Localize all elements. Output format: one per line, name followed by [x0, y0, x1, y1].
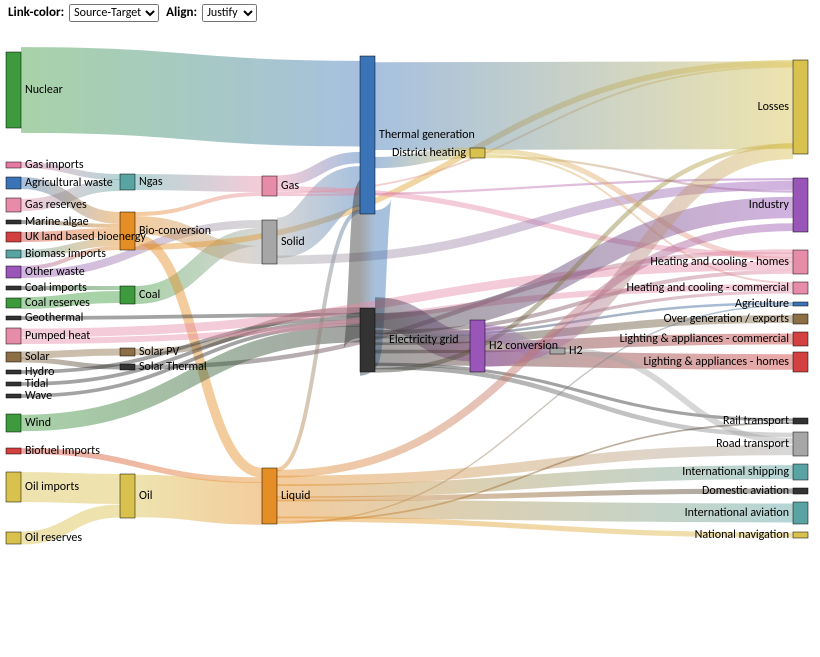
- sankey-node[interactable]: [793, 60, 808, 154]
- sankey-link[interactable]: [21, 165, 120, 177]
- sankey-link[interactable]: [21, 487, 120, 489]
- sankey-node[interactable]: [793, 332, 808, 346]
- sankey-node[interactable]: [793, 178, 808, 232]
- sankey-node[interactable]: [6, 370, 21, 374]
- sankey-node[interactable]: [120, 348, 135, 356]
- sankey-link[interactable]: [135, 182, 262, 184]
- sankey-node[interactable]: [470, 148, 485, 158]
- sankey-node[interactable]: [262, 220, 277, 264]
- sankey-node[interactable]: [6, 232, 21, 242]
- sankey-node[interactable]: [6, 298, 21, 308]
- sankey-node[interactable]: [6, 328, 21, 344]
- sankey-node[interactable]: [120, 474, 135, 518]
- sankey-node[interactable]: [793, 282, 808, 294]
- sankey-node[interactable]: [262, 468, 277, 524]
- sankey-node[interactable]: [793, 532, 808, 538]
- sankey-link[interactable]: [21, 90, 360, 104]
- align-label: Align:: [166, 5, 197, 20]
- sankey-node[interactable]: [120, 174, 135, 190]
- sankey-link[interactable]: [21, 352, 120, 355]
- sankey-node[interactable]: [6, 414, 21, 432]
- sankey-node[interactable]: [120, 364, 135, 370]
- sankey-chart: NuclearGas importsAgricultural wasteGas …: [0, 24, 820, 654]
- sankey-node[interactable]: [120, 286, 135, 304]
- sankey-node[interactable]: [550, 348, 565, 354]
- sankey-node[interactable]: [793, 418, 808, 424]
- sankey-link[interactable]: [21, 297, 120, 303]
- sankey-link[interactable]: [135, 194, 262, 214]
- sankey-link[interactable]: [135, 496, 262, 503]
- sankey-node[interactable]: [6, 472, 21, 502]
- sankey-node[interactable]: [6, 394, 21, 398]
- link-color-label: Link-color:: [8, 5, 64, 20]
- align-select[interactable]: JustifyLeftRightCenter: [202, 4, 257, 22]
- sankey-node[interactable]: [793, 464, 808, 480]
- controls-bar: Link-color: Source-TargetSourceTargetNon…: [0, 0, 820, 24]
- sankey-link[interactable]: [375, 364, 793, 420]
- sankey-link[interactable]: [21, 511, 120, 538]
- sankey-node[interactable]: [793, 352, 808, 372]
- sankey-node[interactable]: [6, 382, 21, 386]
- sankey-node[interactable]: [6, 352, 21, 362]
- sankey-node[interactable]: [793, 502, 808, 524]
- sankey-node[interactable]: [360, 56, 375, 214]
- sankey-node[interactable]: [470, 320, 485, 372]
- link-color-select[interactable]: Source-TargetSourceTargetNone: [69, 4, 159, 22]
- sankey-node[interactable]: [793, 314, 808, 324]
- sankey-node[interactable]: [120, 212, 135, 250]
- sankey-node[interactable]: [6, 220, 21, 224]
- sankey-node[interactable]: [6, 198, 21, 212]
- sankey-node[interactable]: [262, 176, 277, 196]
- sankey-node[interactable]: [793, 432, 808, 456]
- sankey-node[interactable]: [6, 162, 21, 168]
- sankey-link[interactable]: [375, 105, 793, 106]
- sankey-node[interactable]: [793, 250, 808, 274]
- sankey-node[interactable]: [360, 308, 375, 372]
- sankey-node[interactable]: [6, 532, 21, 544]
- sankey-node[interactable]: [6, 266, 21, 278]
- sankey-link[interactable]: [21, 233, 120, 237]
- sankey-link[interactable]: [277, 509, 793, 513]
- sankey-node[interactable]: [6, 250, 21, 258]
- sankey-node[interactable]: [793, 488, 808, 494]
- sankey-node[interactable]: [6, 177, 21, 189]
- sankey-node[interactable]: [6, 286, 21, 290]
- sankey-node[interactable]: [6, 52, 21, 128]
- sankey-node[interactable]: [6, 448, 21, 454]
- sankey-node[interactable]: [6, 316, 21, 320]
- sankey-node[interactable]: [793, 302, 808, 306]
